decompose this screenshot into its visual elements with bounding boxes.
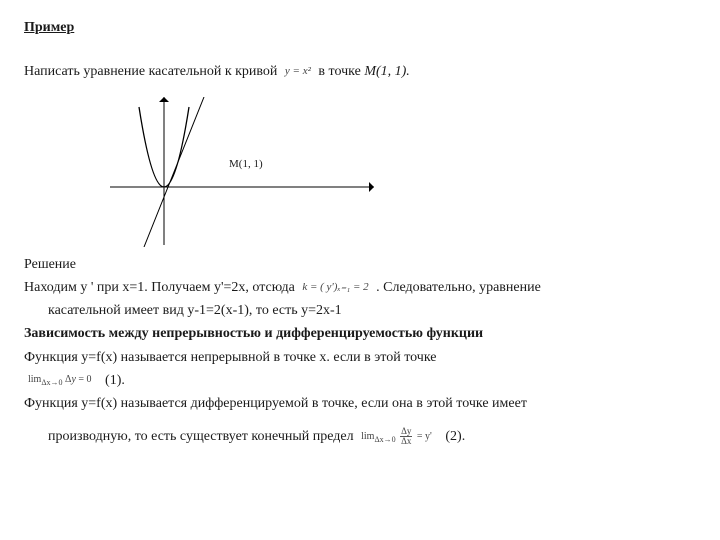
chart-container: М(1, 1): [104, 97, 696, 247]
page-title: Пример: [24, 18, 696, 38]
point-label: М(1, 1): [229, 157, 263, 173]
limit-2-formula: limΔx→0 ΔyΔx = y': [357, 427, 436, 446]
solution-heading: Решение: [24, 255, 696, 275]
solution-line-4: Функция у=f(x) называется дифференцируем…: [24, 394, 696, 414]
solution-line-3: Функция у=f(x) называется непрерывной в …: [24, 348, 696, 368]
solution-line-1c: касательной имеет вид у-1=2(х-1), то ест…: [24, 301, 696, 321]
solution-line-2: Зависимость между непрерывностью и диффе…: [24, 324, 696, 344]
label-2: (2).: [439, 427, 465, 447]
derivative-formula: k = ( y')ₓ₌₁ = 2: [298, 280, 372, 296]
label-1: (1).: [99, 371, 125, 391]
problem-statement: Написать уравнение касательной к кривой …: [24, 62, 696, 82]
curve-formula: y = x²: [281, 64, 315, 80]
solution-block: Решение Находим у ' при х=1. Получаем у'…: [24, 255, 696, 447]
limit-1-formula: limΔx→0 Δy = 0: [24, 373, 96, 389]
problem-prefix: Написать уравнение касательной к кривой: [24, 64, 277, 79]
limit-1-row: limΔx→0 Δy = 0 (1).: [24, 371, 696, 391]
solution-line-5: производную, то есть существует конечный…: [24, 427, 696, 447]
solution-line-1a: Находим у ' при х=1. Получаем у'=2х, отс…: [24, 278, 696, 298]
problem-suffix: в точке М(1, 1).: [318, 64, 409, 79]
